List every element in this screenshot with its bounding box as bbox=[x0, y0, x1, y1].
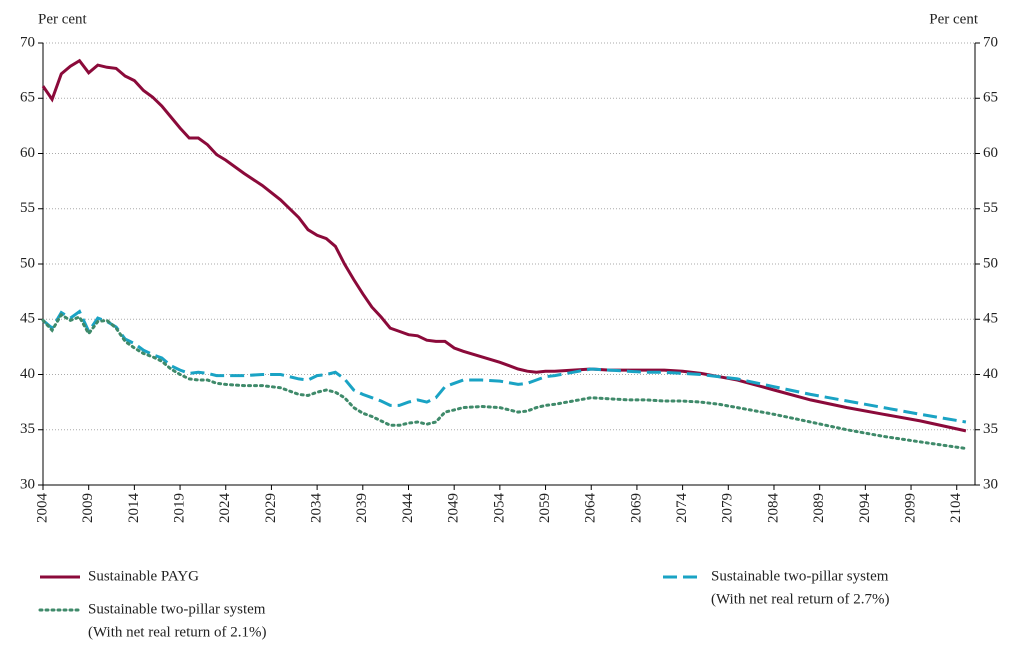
x-tick-label: 2039 bbox=[354, 493, 370, 523]
y2-tick-label: 40 bbox=[983, 366, 998, 382]
x-tick-label: 2069 bbox=[628, 493, 644, 523]
y2-tick-label: 30 bbox=[983, 476, 998, 492]
y-tick-label: 30 bbox=[20, 476, 35, 492]
legend-label: Sustainable two-pillar system bbox=[711, 568, 889, 584]
y-tick-label: 65 bbox=[20, 90, 35, 106]
y2-tick-label: 50 bbox=[983, 255, 998, 271]
y-tick-label: 40 bbox=[20, 366, 35, 382]
x-tick-label: 2044 bbox=[400, 493, 416, 524]
x-tick-label: 2054 bbox=[491, 493, 507, 524]
x-tick-label: 2084 bbox=[765, 493, 781, 524]
x-tick-label: 2014 bbox=[126, 493, 142, 524]
y-tick-label: 55 bbox=[20, 200, 35, 216]
x-tick-label: 2049 bbox=[446, 493, 462, 523]
series-line bbox=[41, 58, 967, 433]
x-tick-label: 2099 bbox=[902, 493, 918, 523]
x-tick-label: 2104 bbox=[948, 493, 964, 524]
y2-tick-label: 35 bbox=[983, 421, 998, 437]
legend-label: Sustainable two-pillar system bbox=[88, 601, 266, 617]
x-tick-label: 2094 bbox=[857, 493, 873, 524]
y-tick-label: 35 bbox=[20, 421, 35, 437]
legend-label: Sustainable PAYG bbox=[88, 568, 199, 584]
x-tick-label: 2034 bbox=[309, 493, 325, 524]
y-tick-label: 70 bbox=[20, 34, 35, 50]
y2-tick-label: 70 bbox=[983, 34, 998, 50]
y-tick-label: 60 bbox=[20, 145, 35, 161]
y2-tick-label: 55 bbox=[983, 200, 998, 216]
x-tick-label: 2074 bbox=[674, 493, 690, 524]
x-tick-label: 2029 bbox=[263, 493, 279, 523]
legend-note: (With net real return of 2.7%) bbox=[711, 591, 890, 607]
x-tick-label: 2019 bbox=[171, 493, 187, 523]
x-tick-label: 2009 bbox=[80, 493, 96, 523]
legend-note: (With net real return of 2.1%) bbox=[88, 624, 267, 640]
y-tick-label: 45 bbox=[20, 311, 35, 327]
y-tick-label: 50 bbox=[20, 255, 35, 271]
x-tick-label: 2064 bbox=[583, 493, 599, 524]
y2-tick-label: 60 bbox=[983, 145, 998, 161]
x-tick-label: 2079 bbox=[720, 493, 736, 523]
series-line bbox=[42, 309, 967, 424]
x-tick-label: 2004 bbox=[34, 493, 50, 524]
x-tick-label: 2024 bbox=[217, 493, 233, 524]
y2-tick-label: 45 bbox=[983, 311, 998, 327]
y2-axis-label: Per cent bbox=[929, 11, 979, 27]
x-tick-label: 2059 bbox=[537, 493, 553, 523]
y-axis-label: Per cent bbox=[38, 11, 88, 27]
series-line bbox=[41, 312, 968, 450]
y2-tick-label: 65 bbox=[983, 90, 998, 106]
x-tick-label: 2089 bbox=[811, 493, 827, 523]
